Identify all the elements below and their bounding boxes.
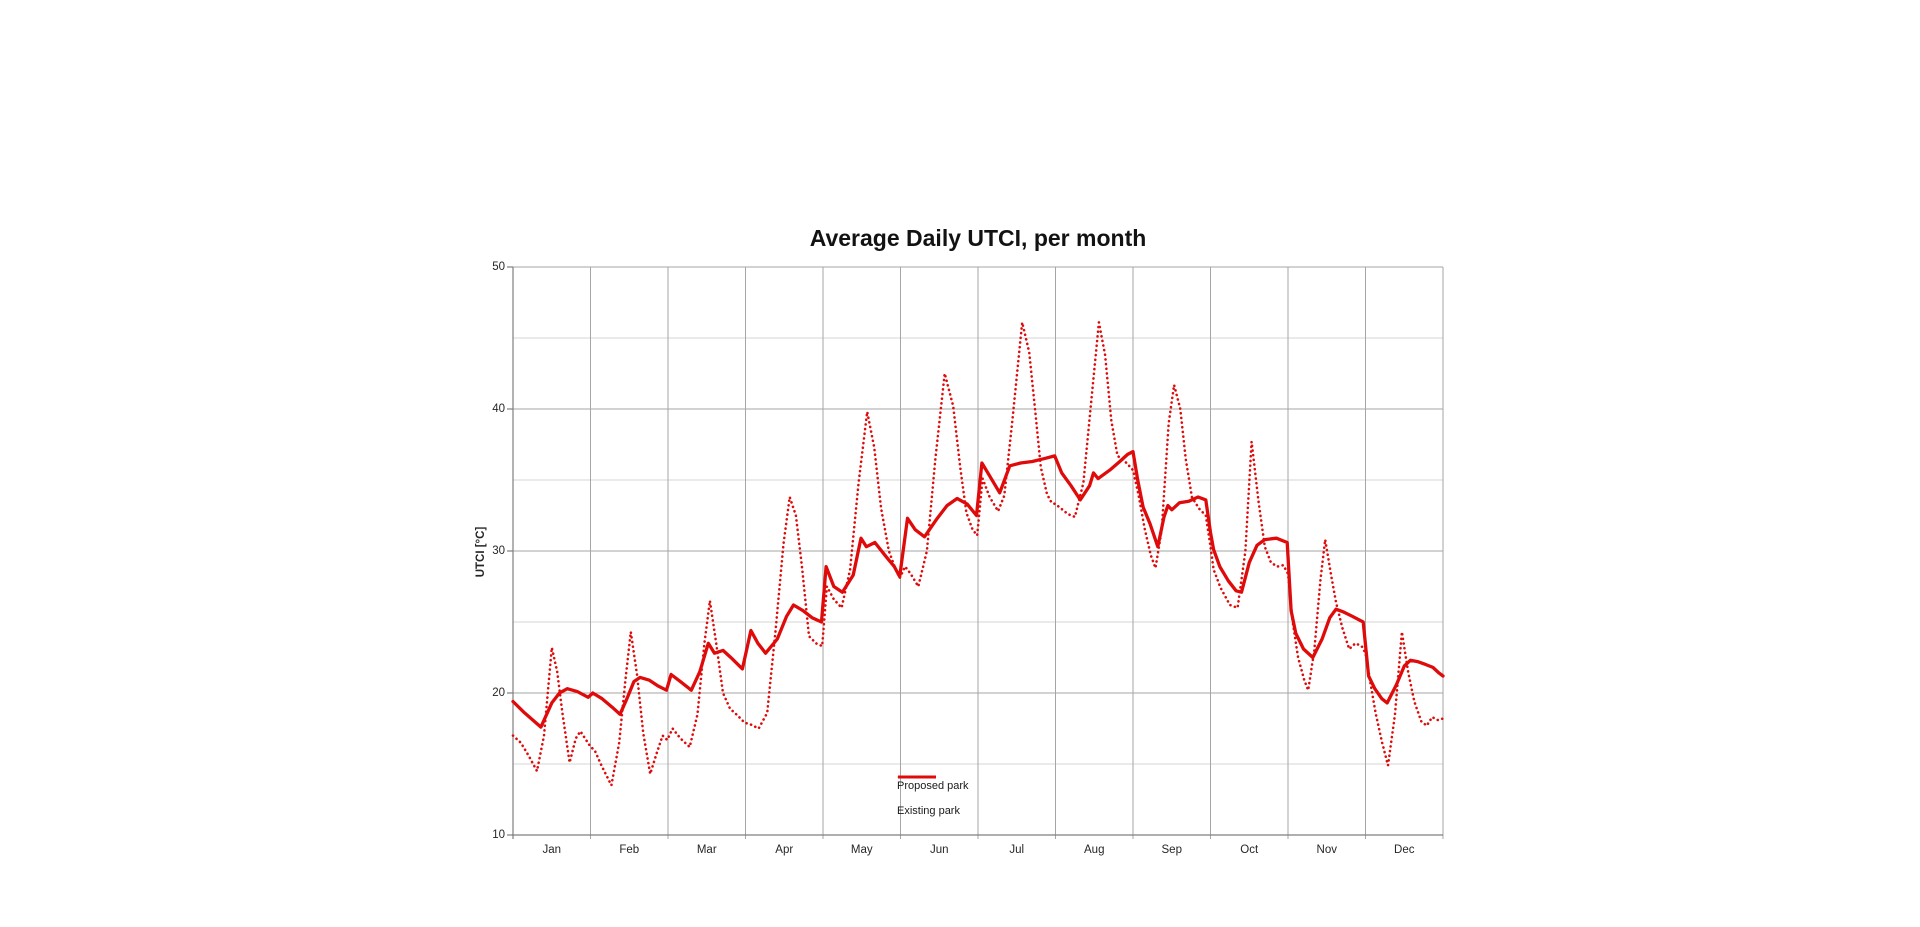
legend-label-existing-park: Existing park — [897, 804, 960, 817]
dotted-line-sample-icon — [897, 775, 937, 779]
y-tick-label-10: 10 — [492, 829, 505, 841]
x-tick-label-jan: Jan — [542, 844, 562, 856]
x-tick-label-mar: Mar — [696, 844, 717, 856]
legend: Proposed park Existing park — [897, 773, 969, 823]
x-tick-label-feb: Feb — [619, 844, 640, 856]
x-tick-label-apr: Apr — [775, 844, 794, 856]
x-tick-label-oct: Oct — [1240, 844, 1259, 856]
chart-title: Average Daily UTCI, per month — [809, 225, 1147, 251]
x-tick-label-aug: Aug — [1084, 844, 1105, 856]
y-tick-label-20: 20 — [492, 687, 505, 699]
y-tick-label-50: 50 — [492, 261, 505, 273]
legend-item-existing-park: Existing park — [897, 775, 969, 823]
series-line-existing-park — [511, 321, 1445, 787]
y-tick-label-40: 40 — [492, 403, 505, 415]
x-tick-label-dec: Dec — [1394, 844, 1415, 856]
x-tick-label-jun: Jun — [929, 844, 949, 856]
x-tick-label-jul: Jul — [1009, 844, 1025, 856]
y-tick-label-30: 30 — [492, 545, 505, 557]
series-line-proposed-park — [511, 449, 1445, 729]
x-tick-label-sep: Sep — [1161, 844, 1182, 856]
x-tick-label-nov: Nov — [1316, 844, 1337, 856]
legend-label-proposed-park: Proposed park — [897, 779, 969, 792]
x-tick-label-may: May — [850, 844, 873, 856]
